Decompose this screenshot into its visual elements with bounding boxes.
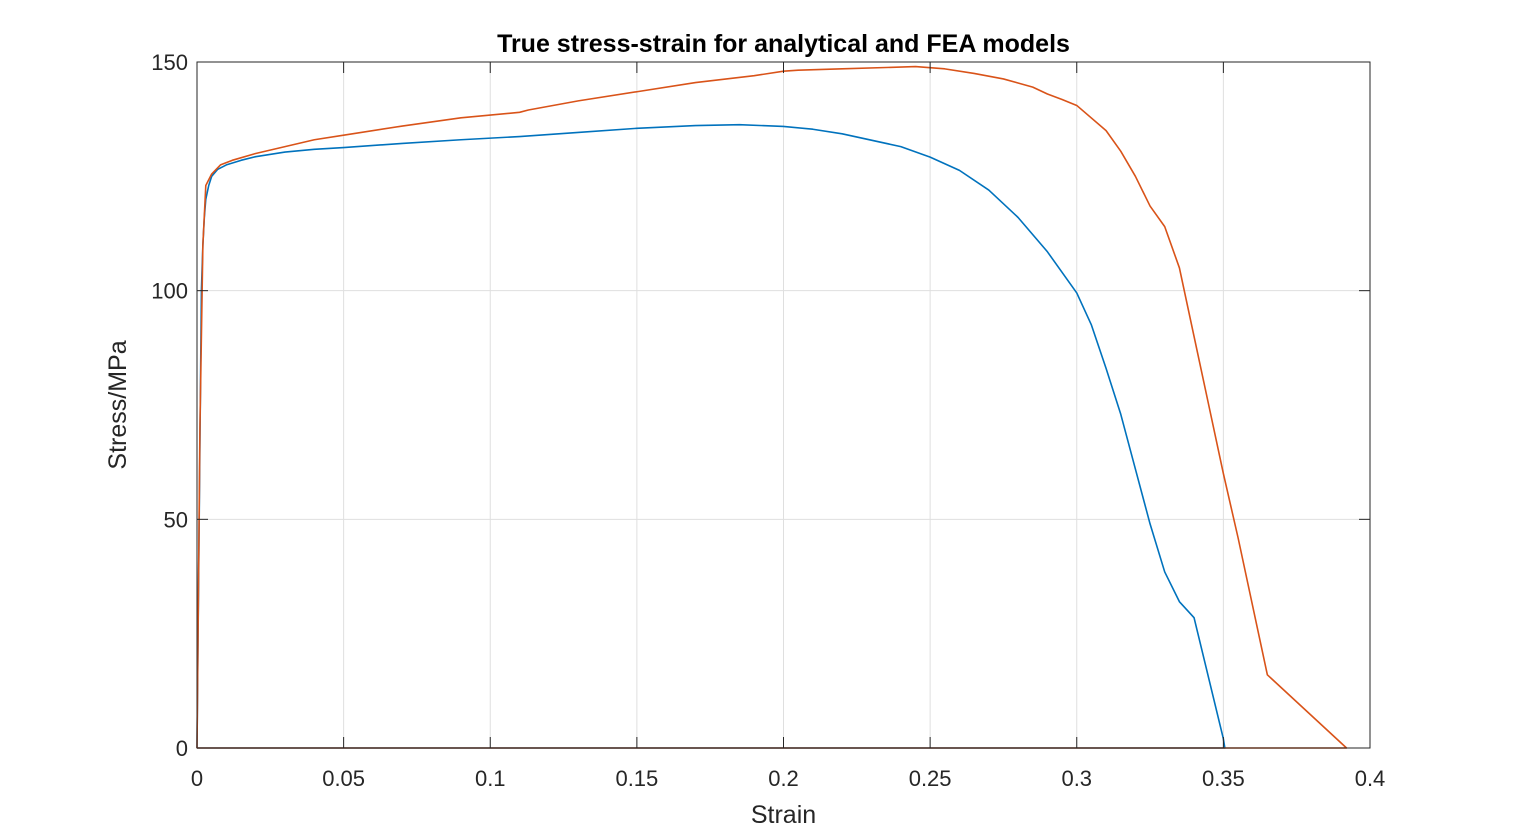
x-axis-title: Strain — [751, 801, 816, 829]
x-tick-label: 0.05 — [322, 766, 365, 791]
chart-title: True stress-strain for analytical and FE… — [497, 30, 1070, 58]
x-tick-label: 0.35 — [1202, 766, 1245, 791]
x-tick-labels: 0 0.05 0.1 0.15 0.2 0.25 0.3 0.35 0.4 — [191, 766, 1385, 791]
x-tick-label: 0.2 — [768, 766, 799, 791]
x-tick-label: 0.15 — [615, 766, 658, 791]
x-tick-label: 0.4 — [1355, 766, 1386, 791]
tick-marks — [196, 61, 1371, 749]
x-tick-label: 0 — [191, 766, 203, 791]
y-tick-label: 50 — [164, 507, 188, 532]
y-tick-label: 100 — [151, 279, 188, 304]
x-tick-label: 0.25 — [909, 766, 952, 791]
y-tick-label: 0 — [176, 736, 188, 761]
x-tick-label: 0.3 — [1061, 766, 1092, 791]
x-tick-label: 0.1 — [475, 766, 506, 791]
grid-lines — [197, 62, 1370, 748]
series-line-1 — [196, 123, 1226, 749]
y-tick-label: 150 — [151, 50, 188, 75]
y-axis-title: Stress/MPa — [104, 340, 132, 469]
y-tick-labels: 0 50 100 150 — [151, 50, 188, 761]
